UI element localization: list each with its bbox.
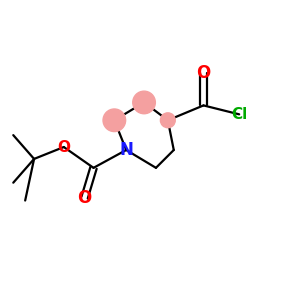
Text: O: O xyxy=(196,64,211,82)
Circle shape xyxy=(160,113,175,128)
Text: N: N xyxy=(119,141,133,159)
Circle shape xyxy=(133,91,155,114)
Text: Cl: Cl xyxy=(231,107,247,122)
Text: O: O xyxy=(77,189,92,207)
Circle shape xyxy=(103,109,126,132)
Text: O: O xyxy=(57,140,70,154)
